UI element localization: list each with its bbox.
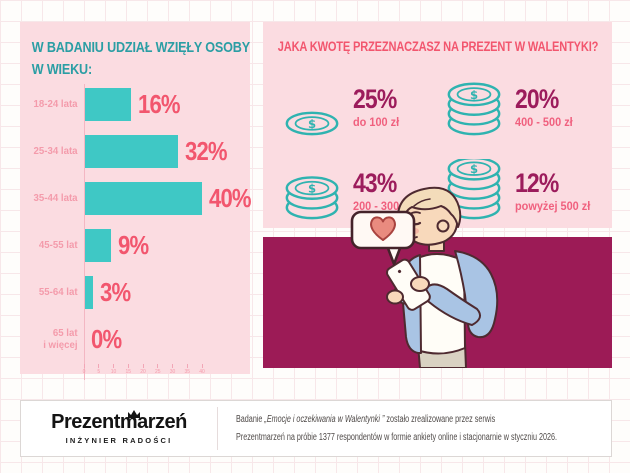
bar-label: 35-44 lata [33, 191, 78, 204]
axis-tick: 15 [122, 364, 134, 375]
age-chart-panel: W BADANIU UDZIAŁ WZIĘŁY OSOBY W WIEKU: 1… [20, 22, 252, 380]
brand-tagline: INŻYNIER RADOŚCI [65, 436, 173, 445]
bar-label: 45-55 lat [38, 238, 78, 251]
bar-label: 65 lat i więcej [43, 326, 78, 351]
ear [436, 219, 450, 233]
spending-panel: JAKA KWOTĘ PRZEZNACZASZ NA PREZENT W WAL… [263, 22, 612, 228]
axis-tick: 0 [78, 364, 90, 375]
heart-speech-bubble [350, 210, 416, 266]
bar-18-24 [84, 87, 132, 121]
axis-tick: 25 [152, 364, 164, 375]
right-hand [410, 276, 430, 292]
cardigan-right [454, 250, 499, 339]
bar-35-44 [84, 181, 202, 215]
age-chart-title: W BADANIU UDZIAŁ WZIĘŁY OSOBY W WIEKU: [20, 22, 250, 81]
stat-percent: 43% [353, 167, 397, 198]
bar-25-34 [84, 134, 179, 168]
brand-logo: Prezentmarzeń INŻYNIER RADOŚCI [21, 401, 217, 456]
study-note: Badanie „Emocje i oczekiwania w Walentyn… [218, 401, 611, 456]
axis-tick: 35 [181, 364, 193, 375]
coin-stack-icon: $ [281, 159, 343, 223]
heart-icon [370, 216, 396, 241]
stat-400-500: $ 20% 400 - 500 zł [443, 70, 605, 144]
person-illustration [330, 185, 510, 369]
spending-title: JAKA KWOTĘ PRZEZNACZASZ NA PREZENT W WAL… [277, 39, 599, 54]
axis-tick: 30 [167, 364, 179, 375]
stat-percent: 12% [514, 167, 559, 198]
bar-row-45-55: 45-55 lat 9% [20, 223, 250, 267]
stat-range: do 100 zł [353, 116, 400, 129]
crown-icon [128, 410, 140, 418]
note-prefix: Badanie [236, 414, 265, 425]
bar-value-label: 9% [117, 230, 149, 260]
footer-divider [217, 407, 218, 450]
bar-value-label: 3% [99, 277, 131, 307]
x-axis: 0 5 10 15 20 25 30 35 40 [83, 364, 250, 380]
bar-45-55 [84, 228, 111, 262]
stat-percent: 20% [514, 83, 559, 114]
svg-text:$: $ [469, 88, 477, 102]
bar-value-label: 40% [209, 183, 252, 213]
stat-powyzej-500: $ 12% powyżej 500 zł [443, 154, 605, 228]
axis-tick: 10 [108, 364, 120, 375]
axis-tick: 40 [196, 364, 208, 375]
hair-strand [413, 198, 431, 207]
right-forearm [423, 283, 482, 326]
stat-range: powyżej 500 zł [514, 200, 590, 213]
study-note-line1: Badanie „Emocje i oczekiwania w Walentyn… [236, 414, 610, 425]
left-hand [386, 289, 404, 305]
age-bar-chart: 18-24 lata 16% 25-34 lata 32% 35-44 lata… [20, 82, 252, 380]
age-chart-title-line2: W WIEKU: [31, 60, 93, 78]
person-with-phone-svg [350, 186, 499, 369]
brand-name: Prezentmarzeń [51, 411, 187, 433]
coin-stack-icon: $ [443, 75, 505, 139]
spending-stats-grid: $ 25% do 100 zł $ 20% 400 - 500 zł $ 43%… [281, 70, 604, 228]
axis-tick: 20 [137, 364, 149, 375]
bar-label: 18-24 lata [33, 97, 78, 110]
stat-range: 200 - 300 zł [353, 200, 411, 213]
note-suffix: zostało zrealizowane przez serwis [384, 414, 496, 425]
stat-do-100: $ 25% do 100 zł [281, 70, 443, 144]
study-note-line2: Prezentmarzeń na próbie 1377 respondentó… [236, 432, 557, 443]
age-chart-title-line1: W BADANIU UDZIAŁ WZIĘŁY OSOBY [31, 39, 250, 56]
axis-tick: 5 [93, 364, 105, 375]
bar-value-label: 0% [91, 324, 122, 354]
svg-text:$: $ [308, 181, 316, 195]
y-axis-line [84, 84, 85, 380]
bar-row-55-64: 55-64 lat 3% [20, 270, 250, 314]
svg-text:$: $ [308, 117, 316, 131]
bar-row-35-44: 35-44 lata 40% [20, 176, 252, 220]
bar-value-label: 16% [138, 89, 181, 119]
footer: Prezentmarzeń INŻYNIER RADOŚCI Badanie „… [20, 400, 612, 457]
coin-stack-icon: $ [443, 156, 505, 223]
bar-label: 25-34 lata [33, 144, 78, 157]
stat-range: 400 - 500 zł [514, 116, 573, 129]
note-study-title: „Emocje i oczekiwania w Walentynki ” [264, 414, 385, 425]
bar-row-25-34: 25-34 lata 32% [20, 129, 250, 173]
bar-label: 55-64 lat [38, 285, 78, 298]
bar-row-65-plus: 65 lat i więcej 0% [20, 317, 250, 361]
svg-text:$: $ [469, 162, 477, 176]
bar-55-64 [84, 275, 93, 309]
stat-percent: 25% [353, 83, 397, 114]
stat-200-300: $ 43% 200 - 300 zł [281, 154, 443, 228]
bar-row-18-24: 18-24 lata 16% [20, 82, 250, 126]
bar-value-label: 32% [185, 136, 228, 166]
coin-icon: $ [281, 75, 343, 139]
